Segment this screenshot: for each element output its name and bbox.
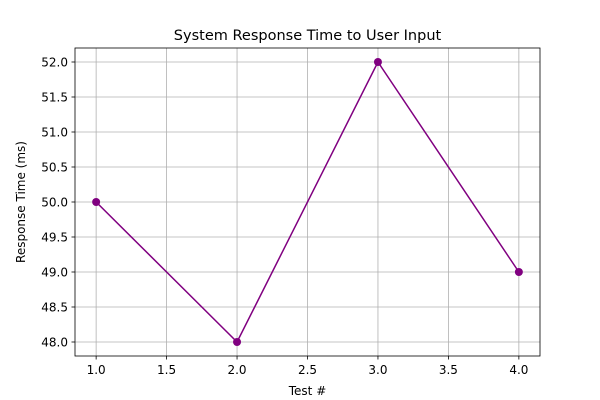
x-tick-label: 3.5 <box>439 363 458 377</box>
y-tick-label: 51.0 <box>41 125 68 139</box>
y-axis-label: Response Time (ms) <box>14 141 28 263</box>
y-tick-label: 51.5 <box>41 90 68 104</box>
data-point <box>514 268 523 276</box>
y-tick-label: 48.5 <box>41 300 68 314</box>
x-tick-label: 3.0 <box>368 363 387 377</box>
y-tick-label: 50.5 <box>41 160 68 174</box>
data-point <box>233 338 242 346</box>
axis-ticks: 1.0 1.5 2.0 2.5 3.0 3.5 4.0 48.0 48.5 49.0 49.5 50.… <box>41 55 528 377</box>
y-tick-label: 52.0 <box>41 55 68 69</box>
y-tick-label: 49.5 <box>41 230 68 244</box>
x-tick-label: 1.5 <box>157 363 176 377</box>
y-tick-label: 48.0 <box>41 335 68 349</box>
series-line <box>95 60 520 344</box>
x-tick-label: 2.0 <box>227 363 246 377</box>
data-point <box>373 58 382 66</box>
grid-lines <box>75 48 540 356</box>
x-tick-label: 4.0 <box>509 363 528 377</box>
plot-frame <box>74 47 541 357</box>
y-tick-label: 50.0 <box>41 195 68 209</box>
x-tick-label: 2.5 <box>298 363 317 377</box>
x-tick-label: 1.0 <box>87 363 106 377</box>
x-axis-label: Test # <box>288 384 327 398</box>
series-layer <box>92 58 523 346</box>
data-point <box>92 198 101 206</box>
y-tick-label: 49.0 <box>41 265 68 279</box>
chart-title: System Response Time to User Input <box>174 28 442 44</box>
